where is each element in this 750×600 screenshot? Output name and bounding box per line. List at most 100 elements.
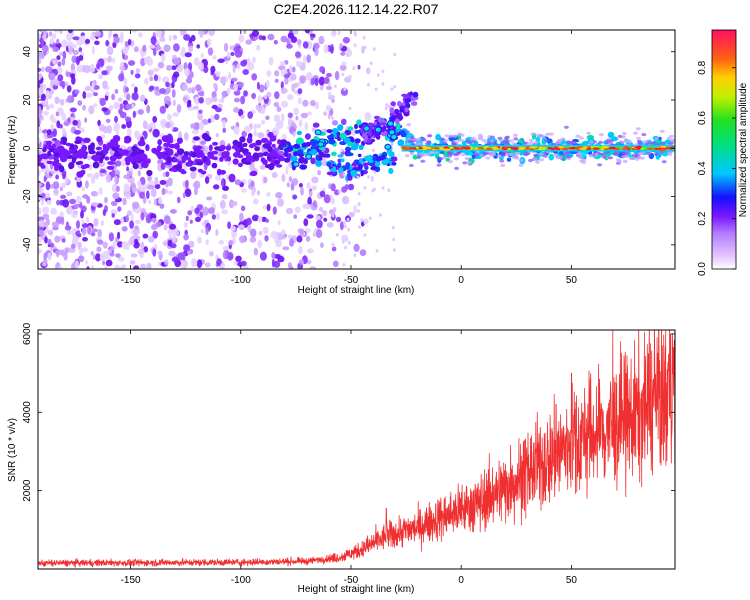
noise-speckle — [345, 237, 348, 242]
ridge-mark — [95, 146, 103, 151]
ridge-mark — [244, 161, 252, 165]
noise-speckle — [124, 40, 129, 48]
snr-ylabel: SNR (10 * v/v) — [7, 418, 18, 482]
noise-speckle — [109, 252, 115, 257]
noise-speckle — [363, 45, 367, 50]
noise-speckle — [329, 194, 333, 199]
noise-speckle — [381, 186, 385, 190]
noise-speckle — [151, 217, 157, 223]
noise-speckle — [215, 229, 219, 237]
noise-speckle — [331, 120, 339, 126]
ridge-mark — [191, 152, 197, 158]
carrier-hotspot — [558, 146, 564, 149]
noise-speckle — [81, 247, 89, 252]
noise-speckle — [225, 174, 230, 180]
noise-speckle — [47, 229, 54, 236]
noise-speckle — [277, 220, 281, 225]
ridge-mark — [176, 148, 185, 155]
carrier-hotspot — [634, 146, 642, 149]
noise-speckle — [108, 232, 115, 242]
ridge-mark — [274, 160, 281, 165]
branch-mark — [345, 162, 351, 168]
noise-speckle — [137, 109, 144, 115]
noise-speckle — [125, 103, 132, 110]
carrier-hotspot — [449, 146, 454, 150]
noise-speckle — [165, 171, 170, 178]
noise-speckle — [274, 91, 280, 99]
ridge-mark — [293, 143, 301, 149]
noise-speckle — [318, 76, 325, 86]
ridge-halo — [613, 151, 619, 156]
noise-speckle — [188, 45, 194, 53]
noise-speckle — [40, 93, 46, 101]
noise-speckle — [133, 265, 140, 269]
ridge-mark — [293, 151, 299, 157]
noise-speckle — [126, 170, 133, 178]
ridge-blob — [305, 153, 313, 160]
carrier-hotspot — [585, 147, 592, 151]
noise-speckle — [352, 66, 356, 70]
noise-speckle — [372, 148, 375, 153]
noise-speckle — [195, 216, 201, 222]
branch-mark — [394, 118, 400, 125]
noise-speckle — [240, 205, 246, 212]
noise-speckle — [354, 33, 357, 37]
noise-speckle — [66, 205, 73, 215]
noise-speckle — [297, 38, 302, 46]
noise-speckle — [134, 73, 141, 79]
noise-speckle — [120, 31, 124, 39]
ridge-halo — [491, 153, 497, 157]
ridge-halo — [522, 141, 528, 145]
ridge-halo — [446, 151, 452, 155]
noise-speckle — [91, 46, 95, 55]
noise-speckle — [346, 47, 350, 51]
ridge-mark — [146, 158, 151, 164]
noise-speckle — [142, 120, 148, 129]
noise-speckle — [332, 260, 339, 268]
carrier-hotspot — [400, 146, 408, 149]
noise-speckle — [227, 221, 232, 229]
noise-speckle — [292, 131, 296, 137]
ridge-mark — [189, 166, 197, 172]
noise-speckle — [72, 50, 79, 55]
noise-speckle — [367, 175, 370, 179]
noise-speckle — [134, 238, 139, 245]
noise-speckle — [204, 262, 211, 268]
noise-speckle — [347, 227, 350, 232]
noise-speckle — [41, 51, 45, 59]
noise-speckle — [133, 226, 140, 236]
noise-speckle — [238, 34, 245, 43]
noise-speckle — [371, 188, 375, 193]
noise-speckle — [258, 231, 263, 236]
ridge-mark — [141, 157, 148, 164]
noise-speckle — [160, 162, 166, 170]
ridge-mark — [262, 143, 270, 149]
noise-speckle — [117, 231, 121, 240]
ridge-halo — [588, 140, 594, 144]
noise-speckle — [97, 229, 102, 238]
noise-speckle — [252, 56, 256, 64]
noise-speckle — [218, 239, 225, 245]
noise-speckle — [190, 170, 197, 180]
x-tick-label: 50 — [566, 275, 578, 286]
noise-speckle — [182, 96, 188, 101]
x-tick-label: -100 — [231, 575, 251, 586]
noise-speckle — [276, 106, 282, 113]
noise-speckle — [76, 179, 83, 188]
noise-speckle — [220, 263, 226, 269]
noise-speckle — [222, 127, 227, 133]
noise-speckle — [320, 242, 324, 249]
noise-speckle — [183, 221, 188, 228]
colorbar-tick-label: 0.0 — [697, 262, 708, 276]
noise-speckle — [149, 76, 154, 82]
ridge-mark — [225, 145, 232, 151]
noise-speckle — [381, 82, 385, 86]
noise-speckle — [309, 99, 316, 107]
ridge-mark — [354, 130, 361, 134]
ridge-mark — [219, 156, 224, 162]
ridge-mark — [117, 148, 124, 154]
noise-speckle — [273, 260, 281, 268]
noise-speckle — [242, 69, 249, 75]
ridge-halo — [648, 141, 653, 145]
noise-speckle — [168, 250, 176, 257]
